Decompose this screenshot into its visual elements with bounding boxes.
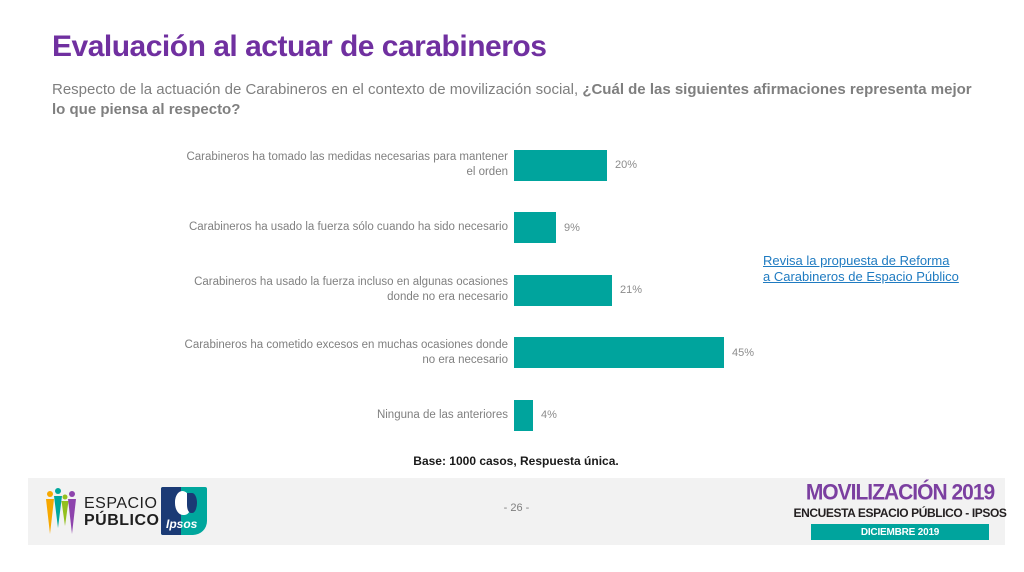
bar [514, 274, 612, 306]
espacio-text: ESPACIO [84, 495, 158, 512]
study-brand-block: MOVILIZACIÓN 2019 ENCUESTA ESPACIO PÚBLI… [794, 480, 1007, 540]
study-date-banner: DICIEMBRE 2019 [811, 524, 989, 540]
bar-value-label: 20% [615, 159, 638, 172]
espacio-publico-figures-icon [46, 488, 76, 534]
bar-track: 9% [514, 212, 580, 244]
bar-category-label: Carabineros ha tomado las medidas necesa… [186, 151, 508, 179]
bar-category-label: Carabineros ha usado la fuerza incluso e… [194, 276, 508, 304]
publico-text: PÚBLICO [84, 512, 160, 529]
bar-value-label: 9% [564, 221, 580, 234]
bar-row: Ninguna de las anteriores 4% [176, 384, 1016, 447]
reform-proposal-link-line1: Revisa la propuesta de Reforma [763, 253, 950, 268]
espacio-publico-logo: ESPACIO PÚBLICO [44, 488, 160, 536]
bar-row: Carabineros ha cometido excesos en mucha… [176, 322, 1016, 385]
subtitle-regular-part: Respecto de la actuación de Carabineros … [52, 81, 583, 98]
base-note: Base: 1000 casos, Respuesta única. [413, 454, 619, 468]
bar-category-label: Carabineros ha cometido excesos en mucha… [184, 338, 508, 366]
bar [514, 212, 556, 244]
bar-track: 21% [514, 274, 643, 306]
study-subtitle: ENCUESTA ESPACIO PÚBLICO - IPSOS [793, 506, 1007, 520]
ipsos-face-shadow-icon [187, 493, 197, 513]
bar-category-label: Carabineros ha usado la fuerza sólo cuan… [188, 221, 508, 234]
ipsos-logo: Ipsos [161, 487, 207, 535]
subtitle-bold-part: ¿Cuál de las siguientes afirmaciones rep… [52, 81, 972, 118]
footer-band: ESPACIO PÚBLICO Ipsos - 26 - MOVILIZACIÓ… [28, 478, 1007, 545]
bar-category-label: Ninguna de las anteriores [376, 408, 508, 421]
study-title: MOVILIZACIÓN 2019 [805, 480, 995, 505]
bar-track: 20% [514, 149, 638, 181]
bar-value-label: 45% [732, 346, 755, 359]
bar-chart: Carabineros ha tomado las medidas necesa… [176, 134, 1016, 447]
bar-value-label: 4% [541, 409, 557, 422]
bar-track: 4% [514, 399, 557, 431]
bar-track: 45% [514, 337, 755, 369]
bar [514, 399, 533, 431]
espacio-publico-wordmark: ESPACIO PÚBLICO [84, 495, 160, 529]
bar-row: Carabineros ha usado la fuerza sólo cuan… [176, 197, 1016, 260]
bar [514, 337, 724, 369]
bar-row: Carabineros ha tomado las medidas necesa… [176, 134, 1016, 197]
question-subtitle: Respecto de la actuación de Carabineros … [52, 80, 974, 120]
bar-row: Carabineros ha usado la fuerza incluso e… [176, 259, 1016, 322]
page-number: - 26 - [503, 502, 530, 514]
page-title: Evaluación al actuar de carabineros [52, 30, 547, 63]
ipsos-wordmark: Ipsos [166, 517, 198, 531]
reform-proposal-link[interactable]: Revisa la propuesta de Reforma a Carabin… [763, 253, 959, 285]
reform-proposal-link-line2: a Carabineros de Espacio Público [763, 269, 959, 284]
bar-value-label: 21% [620, 284, 643, 297]
bar [514, 149, 607, 181]
